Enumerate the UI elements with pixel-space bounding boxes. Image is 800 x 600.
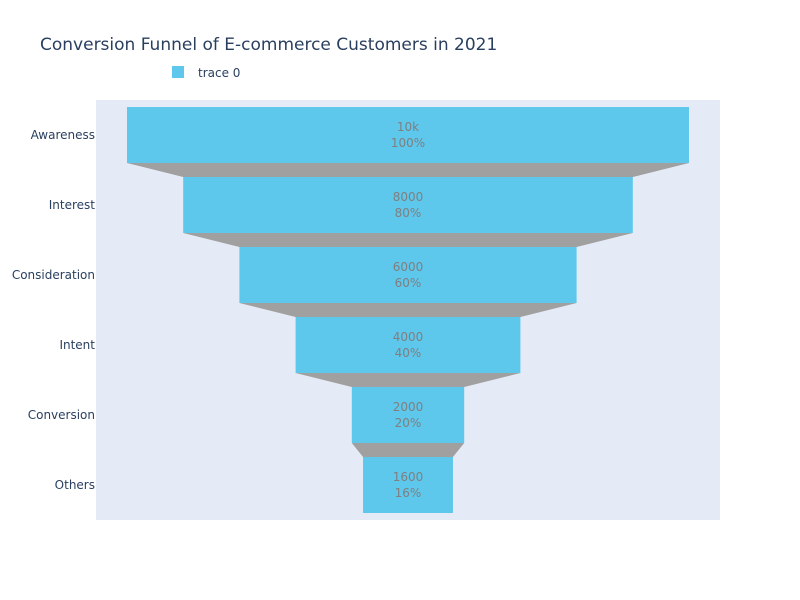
legend-swatch — [172, 66, 184, 78]
funnel-bar-intent[interactable] — [295, 317, 521, 373]
funnel-connectors — [127, 163, 689, 457]
category-label: Intent — [59, 338, 95, 352]
value-label: 4000 — [393, 330, 424, 344]
funnel-bar-conversion[interactable] — [351, 387, 465, 443]
percent-label: 16% — [395, 486, 422, 500]
value-label: 6000 — [393, 260, 424, 274]
funnel-bar-others[interactable] — [363, 457, 453, 513]
category-label: Interest — [49, 198, 96, 212]
value-label: 8000 — [393, 190, 424, 204]
funnel-connector — [127, 163, 689, 177]
category-label: Consideration — [12, 268, 95, 282]
funnel-bars — [127, 107, 689, 513]
funnel-bar-interest[interactable] — [183, 177, 633, 233]
percent-label: 80% — [395, 206, 422, 220]
chart-title: Conversion Funnel of E-commerce Customer… — [40, 35, 497, 55]
category-label: Others — [55, 478, 95, 492]
value-labels: 10k 100% 8000 80% 6000 60% 4000 40% 2000 20% 1600 1… — [391, 120, 425, 500]
value-label: 2000 — [393, 400, 424, 414]
value-label: 10k — [397, 120, 419, 134]
legend[interactable]: trace 0 — [172, 66, 240, 80]
percent-label: 100% — [391, 136, 425, 150]
funnel-connector — [351, 443, 465, 457]
percent-label: 40% — [395, 346, 422, 360]
value-label: 1600 — [393, 470, 424, 484]
percent-label: 60% — [395, 276, 422, 290]
category-labels: Awareness Interest Consideration Intent Conv… — [12, 128, 95, 492]
funnel-connector — [239, 303, 577, 317]
legend-label: trace 0 — [198, 66, 240, 80]
funnel-connector — [183, 233, 633, 247]
funnel-connector — [295, 373, 521, 387]
funnel-bar-consideration[interactable] — [239, 247, 577, 303]
funnel-bar-awareness[interactable] — [127, 107, 689, 163]
category-label: Awareness — [31, 128, 95, 142]
percent-label: 20% — [395, 416, 422, 430]
category-label: Conversion — [28, 408, 95, 422]
